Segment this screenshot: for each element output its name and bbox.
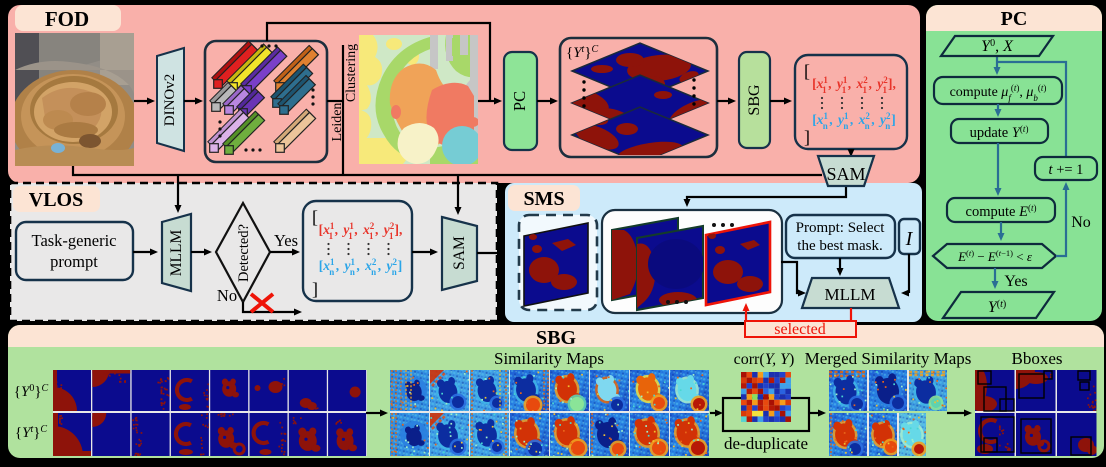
svg-text:No: No	[217, 286, 237, 305]
svg-text:No: No	[1071, 214, 1091, 231]
svg-text:Leiden: Leiden	[330, 103, 345, 142]
svg-text:corr(Y, Y): corr(Y, Y)	[734, 351, 795, 368]
svg-text:selected: selected	[774, 321, 826, 338]
svg-text:]: ]	[312, 279, 318, 299]
svg-text:Prompt: Select: Prompt: Select	[796, 220, 886, 236]
svg-text:Yes: Yes	[274, 231, 298, 250]
svg-text:Y(t): Y(t)	[988, 299, 1006, 317]
svg-text:t += 1: t += 1	[1049, 162, 1084, 178]
svg-text:compute μf(t), μb(t): compute μf(t), μb(t)	[950, 83, 1047, 103]
svg-text:{Y0}C: {Y0}C	[14, 383, 49, 401]
svg-text:[: [	[804, 61, 810, 81]
svg-text:SBG: SBG	[746, 84, 763, 116]
svg-text:SAM: SAM	[451, 236, 468, 270]
svg-text:FOD: FOD	[45, 7, 89, 31]
svg-text:Y0, X: Y0, X	[981, 38, 1014, 56]
svg-text:Detected?: Detected?	[236, 224, 252, 282]
svg-text:[x1n, y1n, x2n, y2n]: [x1 n, y1 n, x2 n, y2 n]	[812, 111, 896, 131]
svg-text:PC: PC	[510, 91, 529, 111]
svg-text:compute E(t): compute E(t)	[966, 203, 1037, 220]
svg-text:Merged Similarity Maps: Merged Similarity Maps	[805, 349, 972, 368]
svg-text:SMS: SMS	[523, 188, 564, 210]
svg-text:Task-generic: Task-generic	[32, 231, 117, 250]
svg-text:prompt: prompt	[50, 252, 98, 271]
svg-text:I: I	[905, 228, 914, 250]
svg-text:]: ]	[804, 127, 810, 147]
svg-text:Bboxes: Bboxes	[1012, 349, 1063, 368]
svg-text:the best mask.: the best mask.	[797, 238, 882, 254]
svg-text:Yes: Yes	[1004, 273, 1027, 290]
svg-text:[x11, y11, x21, y21],: [x1 1, y1 1, x2 1, y2 1],	[319, 221, 403, 241]
svg-text:SBG: SBG	[536, 327, 576, 349]
svg-text:[: [	[312, 207, 318, 227]
svg-text:PC: PC	[1001, 8, 1028, 30]
svg-text:SAM: SAM	[826, 164, 865, 184]
svg-text:{Yt}C: {Yt}C	[566, 44, 599, 62]
svg-text:Similarity Maps: Similarity Maps	[494, 349, 604, 368]
svg-text:DINOv2: DINOv2	[162, 74, 178, 127]
svg-text:MLLM: MLLM	[825, 285, 876, 304]
svg-text:{Yt}C: {Yt}C	[15, 424, 48, 442]
svg-text:update Y(t): update Y(t)	[970, 124, 1029, 141]
svg-text:E(t) − E(t−1) < ε: E(t) − E(t−1) < ε	[957, 248, 1033, 264]
svg-text:MLLM: MLLM	[168, 230, 185, 277]
svg-text:de-duplicate: de-duplicate	[724, 434, 808, 453]
svg-text:[x1n, y1n, x2n, y2n]: [x1 n, y1 n, x2 n, y2 n]	[319, 257, 403, 277]
svg-text:Clustering: Clustering	[344, 44, 359, 102]
svg-text:[x11, y11, x21, y21],: [x1 1, y1 1, x2 1, y2 1],	[812, 75, 896, 95]
svg-text:VLOS: VLOS	[29, 189, 83, 211]
